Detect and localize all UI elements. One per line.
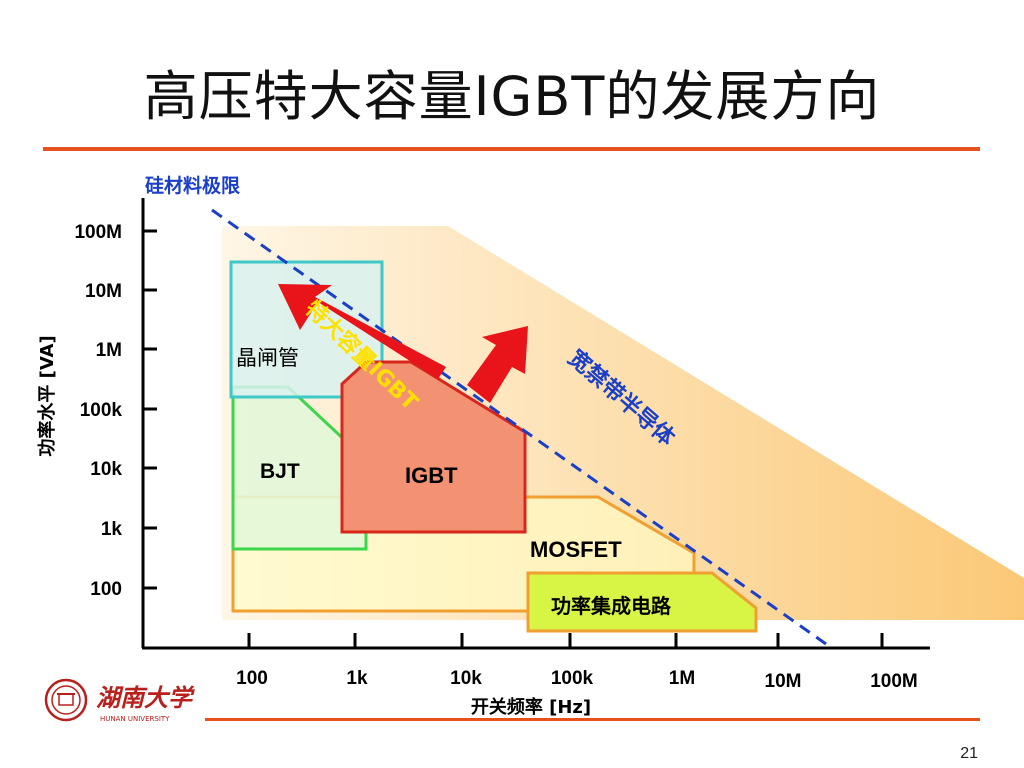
bjt-label: BJT	[260, 460, 300, 483]
y-axis-label: 功率水平 [VA]	[36, 335, 58, 456]
red-arrow-upleft	[278, 284, 446, 379]
x-tick-label: 100	[236, 668, 268, 689]
y-tick-label: 100	[90, 579, 122, 600]
x-tick-label: 10M	[765, 671, 802, 692]
y-tick-label: 100M	[74, 222, 122, 243]
silicon-limit-line	[211, 208, 827, 646]
title-divider	[43, 147, 980, 151]
igbt-label: IGBT	[405, 463, 458, 488]
logo-name-cn: 湖南大学	[96, 683, 195, 712]
slide-title: 高压特大容量IGBT的发展方向	[143, 65, 881, 128]
y-tick-label: 10k	[90, 459, 122, 480]
footer-divider	[205, 718, 980, 721]
x-tick-label: 100M	[870, 671, 918, 692]
x-tick-label: 100k	[551, 668, 594, 689]
red-arrow-up	[467, 326, 528, 403]
y-tick-label: 10M	[85, 281, 122, 302]
x-axis-ticks: 100 1k 10k 100k 1M 10M 100M	[236, 633, 918, 692]
page-number: 21	[960, 745, 978, 762]
y-tick-label: 1k	[101, 519, 123, 540]
logo-name-en: HUNAN UNIVERSITY	[100, 715, 170, 723]
y-tick-label: 1M	[96, 340, 122, 361]
x-axis-label: 开关频率 [Hz]	[471, 696, 591, 718]
y-axis-ticks: 100M 10M 1M 100k 10k 1k 100	[74, 222, 157, 600]
thyristor-label: 晶闸管	[236, 346, 299, 370]
hunan-university-logo: 湖南大学 HUNAN UNIVERSITY	[44, 678, 195, 723]
x-tick-label: 1M	[669, 668, 695, 689]
power-ic-region	[526, 571, 758, 633]
x-tick-label: 1k	[346, 668, 368, 689]
mosfet-label: MOSFET	[530, 537, 622, 562]
silicon-limit-label: 硅材料极限	[145, 174, 240, 197]
x-tick-label: 10k	[450, 668, 482, 689]
y-tick-label: 100k	[80, 400, 123, 421]
power-ic-label: 功率集成电路	[551, 594, 672, 618]
